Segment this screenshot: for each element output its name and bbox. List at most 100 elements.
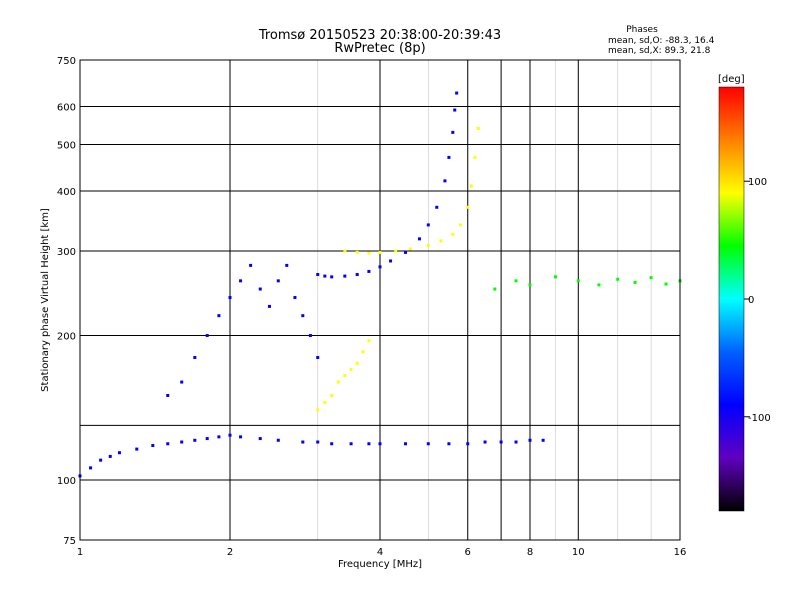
y-tick-label: 400	[57, 187, 76, 198]
phase-heading: Phases	[626, 25, 658, 35]
data-point	[330, 275, 334, 279]
chart-title: Tromsø 20150523 20:38:00-20:39:43	[258, 28, 501, 43]
data-point	[435, 205, 439, 209]
data-point	[453, 108, 457, 112]
data-point	[89, 466, 93, 470]
x-axis-label: Frequency [MHz]	[338, 559, 422, 570]
data-point	[276, 438, 280, 442]
data-point	[349, 367, 353, 371]
data-point	[193, 438, 197, 442]
data-point	[343, 274, 347, 278]
data-point	[323, 401, 327, 405]
phase-stats-o: mean, sd,O: -88.3, 16.4	[608, 36, 715, 46]
data-point	[443, 179, 447, 183]
y-axis-ticks: 75 100 200 300 400 500 600 750	[57, 56, 76, 547]
data-point	[316, 408, 320, 412]
data-point	[293, 296, 297, 300]
data-point	[389, 259, 393, 263]
colorbar-unit-label: [deg]	[718, 74, 745, 85]
data-point	[394, 249, 398, 253]
colorbar-tick-label: -100	[748, 413, 771, 424]
chart-subtitle: RwPretec (8p)	[334, 41, 425, 56]
data-point	[528, 283, 532, 287]
data-point	[426, 223, 430, 227]
x-tick-label: 4	[377, 547, 383, 558]
data-point	[355, 273, 359, 277]
data-point	[455, 91, 459, 95]
data-point	[249, 263, 253, 267]
data-point	[408, 247, 412, 251]
data-point	[417, 237, 421, 241]
data-point	[228, 433, 232, 437]
plot-frame	[79, 59, 681, 541]
y-tick-label: 75	[63, 536, 76, 547]
data-point	[180, 380, 184, 384]
colorbar-tick-label: 100	[748, 177, 767, 188]
grid-lines	[80, 60, 680, 540]
data-point	[151, 444, 155, 448]
data-point	[426, 244, 430, 248]
data-point	[576, 279, 580, 283]
data-point	[367, 269, 371, 273]
data-point	[323, 274, 327, 278]
data-point	[664, 282, 668, 286]
data-point	[355, 250, 359, 254]
data-point	[541, 438, 545, 442]
data-point	[616, 277, 620, 281]
data-point	[447, 155, 451, 159]
data-point	[258, 287, 262, 291]
data-point	[316, 273, 320, 277]
data-point	[426, 442, 430, 446]
data-point	[258, 437, 262, 441]
data-points	[78, 91, 682, 478]
data-point	[361, 350, 365, 354]
y-tick-label: 750	[57, 56, 76, 67]
data-point	[330, 394, 334, 398]
data-point	[514, 440, 518, 444]
x-axis-ticks: 1 2 4 6 8 10 16	[77, 547, 687, 558]
data-point	[301, 314, 305, 318]
data-point	[403, 250, 407, 254]
data-point	[439, 239, 443, 243]
data-point	[476, 126, 480, 130]
phase-stats-x: mean, sd,X: 89.3, 21.8	[608, 46, 711, 56]
data-point	[205, 334, 209, 338]
data-point	[285, 263, 289, 267]
x-tick-label: 6	[465, 547, 471, 558]
colorbar-tick-label: 0	[748, 295, 754, 306]
data-point	[108, 454, 112, 458]
data-point	[239, 435, 243, 439]
data-point	[458, 223, 462, 227]
data-point	[469, 184, 473, 188]
data-point	[343, 249, 347, 253]
x-tick-label: 2	[227, 547, 233, 558]
data-point	[355, 361, 359, 365]
data-point	[403, 442, 407, 446]
y-axis-label: Stationary phase Virtual Height [km]	[40, 208, 51, 392]
data-point	[308, 334, 312, 338]
y-tick-label: 600	[57, 103, 76, 114]
data-point	[276, 279, 280, 283]
data-point	[135, 447, 139, 451]
data-point	[193, 355, 197, 359]
y-tick-label: 100	[57, 476, 76, 487]
data-point	[267, 304, 271, 308]
data-point	[343, 374, 347, 378]
x-tick-label: 8	[527, 547, 533, 558]
data-point	[514, 279, 518, 283]
data-point	[649, 276, 653, 280]
data-point	[367, 442, 371, 446]
y-tick-label: 200	[57, 332, 76, 343]
data-point	[180, 440, 184, 444]
data-point	[367, 251, 371, 255]
data-point	[633, 280, 637, 284]
data-point	[99, 458, 103, 462]
x-tick-label: 1	[77, 547, 83, 558]
data-point	[217, 314, 221, 318]
data-point	[483, 440, 487, 444]
data-point	[117, 451, 121, 455]
data-point	[528, 438, 532, 442]
data-point	[301, 440, 305, 444]
data-point	[597, 283, 601, 287]
